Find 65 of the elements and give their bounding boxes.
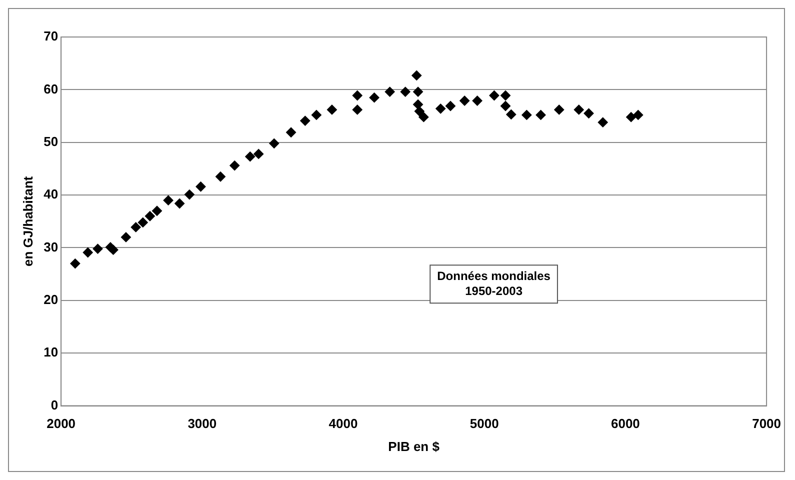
- point: [489, 90, 500, 100]
- point: [445, 101, 456, 112]
- point: [633, 110, 644, 120]
- point: [184, 190, 194, 200]
- point: [269, 138, 280, 148]
- point: [500, 101, 511, 112]
- x-axis-title: PIB en $: [388, 438, 440, 454]
- point: [82, 247, 93, 258]
- point: [230, 160, 240, 171]
- point: [412, 70, 422, 80]
- point: [174, 198, 185, 208]
- y-tick-label: 10: [44, 344, 58, 360]
- point: [369, 92, 380, 103]
- point: [254, 148, 264, 159]
- x-tick-label: 2000: [46, 416, 76, 432]
- point: [130, 222, 141, 232]
- point: [506, 109, 516, 120]
- point: [326, 104, 337, 115]
- point: [311, 110, 322, 120]
- y-axis-title: en GJ/habitant: [20, 176, 36, 267]
- x-tick-label: 7000: [752, 416, 781, 432]
- point: [138, 217, 148, 228]
- point: [500, 90, 511, 100]
- point: [522, 110, 532, 120]
- x-tick-label: 4000: [328, 416, 358, 432]
- x-tick-label: 5000: [470, 416, 499, 432]
- point: [598, 117, 608, 128]
- point: [245, 152, 256, 162]
- point: [70, 258, 80, 269]
- y-tick-label: 50: [44, 134, 58, 149]
- point: [352, 90, 362, 100]
- point: [400, 86, 410, 97]
- point: [574, 104, 584, 115]
- x-tick-label: 3000: [188, 416, 217, 432]
- point: [144, 211, 155, 222]
- point: [584, 108, 594, 118]
- point: [152, 206, 162, 216]
- point: [413, 86, 424, 97]
- point: [120, 232, 131, 242]
- point: [460, 96, 470, 106]
- point: [626, 112, 636, 122]
- point: [536, 110, 546, 120]
- point: [418, 112, 429, 122]
- point: [92, 244, 103, 254]
- y-tick-label: 30: [44, 239, 58, 254]
- annotation: Données mondiales 1950-2003: [437, 268, 551, 298]
- y-tick-label: 0: [50, 397, 58, 412]
- point: [554, 104, 564, 115]
- point: [286, 127, 296, 138]
- y-tick-label: 40: [44, 186, 58, 202]
- point: [196, 182, 206, 192]
- point: [384, 86, 395, 97]
- point: [414, 106, 424, 116]
- point: [216, 172, 226, 182]
- point: [413, 99, 424, 110]
- point: [108, 244, 118, 255]
- point: [436, 104, 446, 114]
- point: [352, 104, 362, 115]
- point: [300, 116, 310, 126]
- x-tick-label: 6000: [610, 416, 640, 432]
- point: [163, 195, 174, 206]
- y-tick-label: 70: [44, 28, 58, 44]
- point: [472, 96, 482, 106]
- y-tick-label: 60: [44, 81, 58, 96]
- y-tick-label: 20: [44, 292, 58, 308]
